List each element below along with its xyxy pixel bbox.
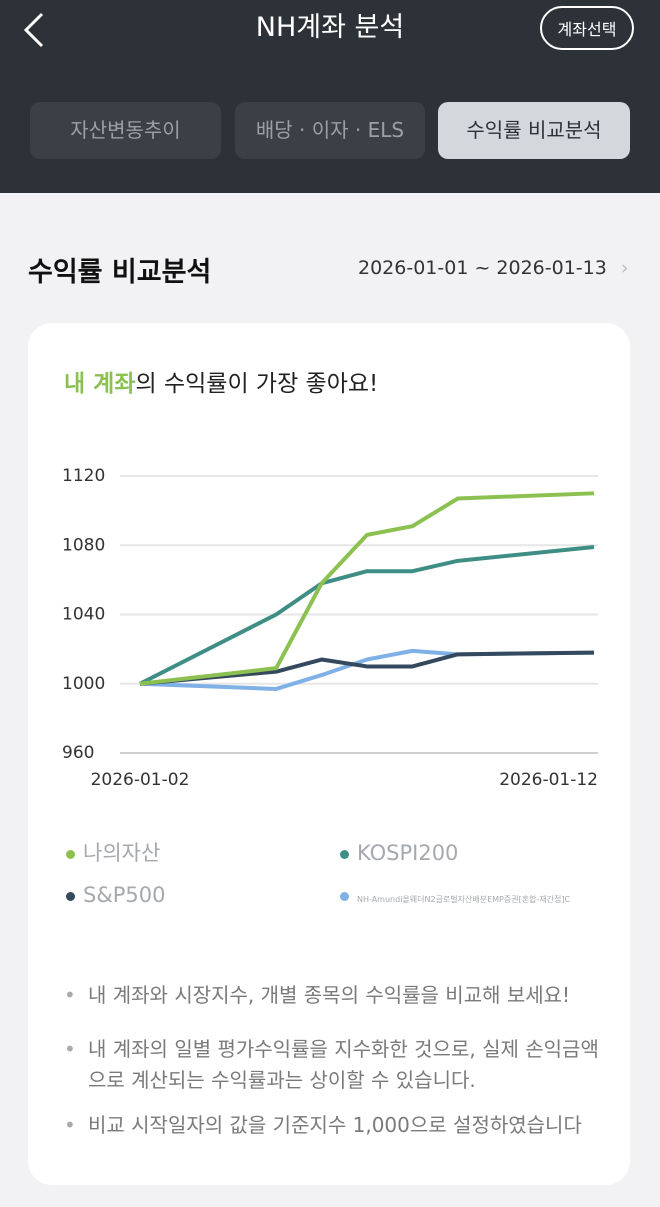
series-line (139, 544, 595, 686)
tab[interactable]: 수익률 비교분석 (438, 102, 630, 159)
legend-label: 나의자산 (83, 841, 161, 865)
x-tick-label: 2026-01-12 (499, 770, 598, 790)
note: 비교 시작일자의 값을 기준지수 1,000으로 설정하였습니다 (64, 1110, 614, 1141)
legend-item: NH-Amundi올웨더N2글로벌자산배분EMP증권[혼합-재간접]C (340, 880, 570, 915)
headline-highlight: 내 계좌 (64, 371, 136, 397)
legend-dot (340, 849, 349, 859)
legend-dot (66, 891, 75, 901)
legend-label: NH-Amundi올웨더N2글로벌자산배분EMP증권[혼합-재간접]C (357, 895, 571, 904)
chart: 960 1000 1040 1080 1120 2026-01-02 2026-01-12 (62, 466, 598, 790)
headline-text: 의 수익률이 가장 좋아요! (135, 371, 379, 397)
legend-dot (66, 849, 75, 859)
note-text: 비교 시작일자의 값을 기준지수 1,000으로 설정하였습니다 (88, 1113, 582, 1137)
tab[interactable]: 자산변동추이 (30, 102, 221, 159)
series-line (139, 491, 595, 686)
page-title: NH계좌 분석 (255, 12, 405, 43)
legend-dot (340, 891, 349, 901)
back-button[interactable] (22, 12, 46, 48)
y-tick-label: 960 (62, 743, 94, 763)
legend-label: KOSPI200 (357, 841, 459, 865)
date-range-text: 2026-01-01 ~ 2026-01-13 (358, 257, 607, 279)
x-tick-label: 2026-01-02 (91, 770, 190, 790)
note: 내 계좌의 일별 평가수익률을 지수화한 것으로, 실제 손익금액으로 계산되는… (64, 1034, 614, 1096)
account-select-button[interactable]: 계좌선택 (540, 6, 634, 50)
y-tick-label: 1080 (62, 535, 105, 555)
legend-label: S&P500 (83, 883, 166, 907)
legend-item: 나의자산 (66, 838, 160, 868)
series-line (139, 650, 595, 686)
y-tick-label: 1040 (62, 605, 105, 625)
tab[interactable]: 배당 · 이자 · ELS (235, 102, 425, 159)
note-text: 내 계좌와 시장지수, 개별 종목의 수익률을 비교해 보세요! (88, 983, 571, 1007)
section-title: 수익률 비교분석 (28, 257, 212, 288)
legend-item: S&P500 (66, 880, 165, 910)
chevron: › (620, 257, 629, 279)
y-tick-label: 1120 (62, 466, 105, 486)
note-text: 내 계좌의 일별 평가수익률을 지수화한 것으로, 실제 손익금액으로 계산되는… (88, 1037, 599, 1092)
y-tick-label: 1000 (62, 674, 105, 694)
legend-item: KOSPI200 (340, 838, 458, 868)
headline: 내 계좌의 수익률이 가장 좋아요! (64, 364, 378, 398)
date-range[interactable]: 2026-01-01 ~ 2026-01-13 › (358, 257, 629, 279)
note: 내 계좌와 시장지수, 개별 종목의 수익률을 비교해 보세요! (64, 980, 614, 1011)
